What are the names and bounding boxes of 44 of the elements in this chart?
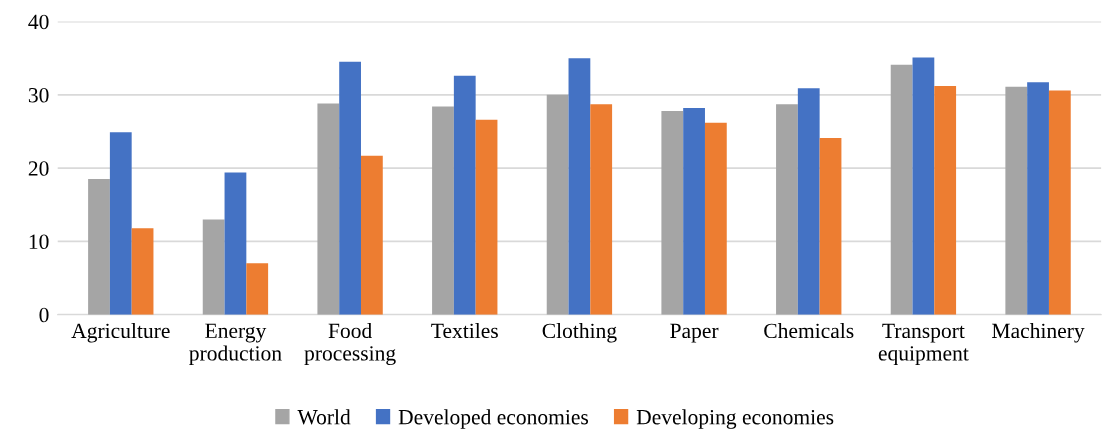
bar [360, 155, 383, 315]
x-tick-label: Food processing [304, 322, 396, 366]
x-tick-label: Paper [670, 323, 719, 343]
bar [819, 138, 842, 315]
bar [109, 132, 132, 315]
x-tick-label: Textiles [431, 322, 498, 339]
x-tick-label: Chemicals [764, 322, 854, 339]
y-tick-label: 0 [39, 307, 49, 323]
x-tick-label: Machinery [992, 322, 1085, 343]
bar [131, 228, 154, 315]
bar [568, 58, 591, 315]
bar [224, 172, 247, 315]
bar [317, 103, 340, 315]
x-tick-label: Agriculture [71, 322, 170, 343]
bar [797, 88, 820, 315]
x-tick-label: Transport equipment [878, 323, 969, 365]
bar [339, 61, 361, 315]
bar [683, 108, 705, 315]
bar [661, 110, 684, 315]
y-tick-label: 10 [29, 234, 49, 250]
legend-label: Developed economies [398, 409, 589, 429]
bar [546, 94, 569, 315]
bar [453, 75, 476, 315]
bar [890, 64, 913, 315]
y-tick-label: 20 [28, 161, 49, 176]
legend-label: World [297, 409, 351, 425]
y-tick-label: 40 [28, 14, 49, 30]
bar [1027, 82, 1049, 315]
bar [475, 119, 498, 315]
legend-label: Developing economies [636, 409, 834, 429]
bar [88, 179, 110, 315]
bar [246, 263, 269, 315]
bar [432, 106, 454, 315]
bar [1048, 90, 1071, 315]
y-tick-label: 30 [28, 87, 49, 103]
bar [776, 104, 798, 315]
bar [202, 219, 225, 315]
bar [1005, 86, 1028, 315]
bar [912, 57, 935, 315]
x-tick-label: Clothing [542, 322, 617, 343]
bar [590, 104, 613, 315]
x-tick-label: Energy production [189, 323, 282, 365]
bar [704, 122, 727, 315]
bar [934, 86, 957, 315]
